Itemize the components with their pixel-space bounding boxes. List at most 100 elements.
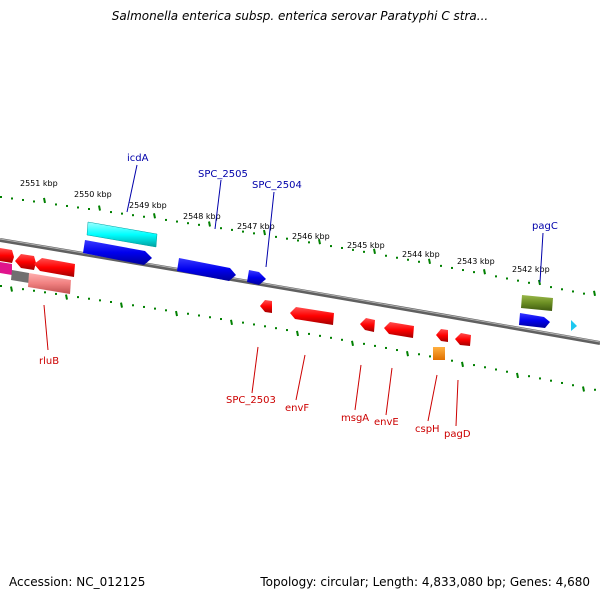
tick-mark — [308, 332, 310, 335]
tick-mark — [506, 370, 508, 373]
gene-feature[interactable] — [15, 254, 36, 270]
tick-mark — [77, 296, 79, 299]
tick-mark — [65, 294, 68, 300]
gene-label-cspH[interactable]: cspH — [415, 424, 440, 435]
gene-feature-pagD[interactable] — [455, 333, 471, 346]
gene-feature[interactable] — [34, 258, 75, 277]
tick-mark — [165, 309, 167, 312]
tick-mark — [33, 289, 35, 292]
gene-feature-envE[interactable] — [384, 322, 414, 338]
tick-mark — [154, 307, 156, 310]
tick-mark — [572, 290, 574, 293]
tick-mark — [517, 279, 519, 282]
genome-backbone — [0, 238, 600, 345]
tick-mark — [572, 384, 574, 387]
tick-mark — [165, 218, 167, 221]
kbp-label: 2544 kbp — [402, 250, 440, 259]
tick-mark — [351, 340, 354, 347]
misc-feature[interactable] — [11, 270, 29, 283]
tick-mark — [286, 329, 288, 332]
kbp-labels: 2551 kbp 2550 kbp 2549 kbp 2548 kbp 2547… — [20, 179, 550, 274]
gene-feature[interactable] — [0, 262, 12, 275]
tick-mark — [120, 302, 123, 308]
tick-mark — [341, 246, 343, 249]
tick-mark — [396, 349, 398, 352]
gene-feature-SPC_2504[interactable] — [247, 270, 266, 285]
inner-tick-ring — [0, 285, 596, 392]
tick-mark — [0, 196, 2, 198]
tick-mark — [10, 286, 13, 292]
tick-mark — [209, 316, 211, 319]
gene-label-pagD[interactable]: pagD — [444, 429, 471, 440]
gene-label-envE[interactable]: envE — [374, 417, 399, 428]
gene-feature-envF[interactable] — [290, 307, 334, 325]
tick-mark — [550, 286, 552, 289]
leader-pagC — [539, 232, 544, 283]
gene-feature-SPC_2505[interactable] — [177, 258, 236, 281]
gene-label-SPC_2505[interactable]: SPC_2505 — [198, 169, 248, 180]
tick-mark — [483, 269, 486, 275]
gene-feature-icdA[interactable] — [83, 240, 152, 265]
leader-pagD — [455, 379, 459, 427]
tick-mark — [462, 269, 464, 272]
small-feature[interactable] — [571, 320, 577, 331]
accession-text: Accession: NC_012125 — [9, 575, 146, 589]
tick-mark — [418, 353, 420, 356]
forward-features — [0, 221, 577, 331]
gene-label-msgA[interactable]: msgA — [341, 413, 369, 424]
leader-SPC_2505 — [214, 179, 222, 230]
tick-mark — [153, 213, 156, 219]
gene-label-SPC_2504[interactable]: SPC_2504 — [252, 180, 302, 191]
misc-feature[interactable] — [521, 295, 553, 311]
gene-label-envF[interactable]: envF — [285, 403, 309, 414]
tick-mark — [516, 372, 519, 379]
tick-mark — [582, 386, 585, 392]
tick-mark — [98, 205, 101, 211]
gene-feature-SPC_2503[interactable] — [260, 300, 272, 313]
tick-mark — [143, 215, 145, 218]
leader-SPC_2503 — [251, 346, 259, 394]
tick-mark — [176, 220, 178, 223]
tick-mark — [451, 359, 453, 362]
tick-mark — [220, 318, 222, 321]
tick-mark — [175, 310, 178, 317]
tick-mark — [561, 381, 563, 384]
tick-mark — [187, 312, 189, 315]
tick-mark — [121, 212, 123, 215]
tick-mark — [561, 288, 563, 291]
tick-mark — [198, 223, 200, 226]
rrna-feature[interactable] — [86, 221, 158, 248]
kbp-label: 2551 kbp — [20, 179, 58, 188]
tick-mark — [55, 203, 57, 206]
kbp-label: 2547 kbp — [237, 222, 275, 231]
gene-label-pagC[interactable]: pagC — [532, 221, 558, 232]
gene-feature-msgA[interactable] — [360, 318, 375, 332]
topology-text: Topology: circular; Length: 4,833,080 bp… — [260, 575, 590, 589]
tick-mark — [88, 297, 90, 300]
tick-mark — [253, 232, 255, 235]
trna-feature[interactable] — [433, 347, 445, 360]
kbp-label: 2550 kbp — [74, 190, 112, 199]
tick-mark — [594, 388, 596, 391]
gene-label-SPC_2503[interactable]: SPC_2503 — [226, 395, 276, 406]
gene-feature-rluB[interactable] — [28, 273, 71, 294]
gene-label-icdA[interactable]: icdA — [127, 153, 149, 164]
outer-tick-ring — [0, 196, 596, 297]
tick-mark — [187, 222, 189, 225]
tick-mark — [231, 228, 233, 231]
tick-mark — [374, 344, 376, 347]
leader-envE — [385, 367, 393, 416]
gene-feature-pagC[interactable] — [519, 313, 550, 328]
tick-mark — [242, 230, 244, 233]
tick-mark — [406, 350, 409, 357]
map-title: Salmonella enterica subsp. enterica sero… — [111, 9, 489, 23]
tick-mark — [440, 264, 442, 267]
tick-mark — [242, 321, 244, 324]
tick-mark — [539, 377, 541, 380]
tick-mark — [308, 241, 310, 244]
gene-feature-cspH[interactable] — [436, 329, 448, 342]
gene-label-rluB[interactable]: rluB — [39, 356, 59, 367]
tick-mark — [385, 346, 387, 349]
gene-feature[interactable] — [0, 248, 14, 263]
